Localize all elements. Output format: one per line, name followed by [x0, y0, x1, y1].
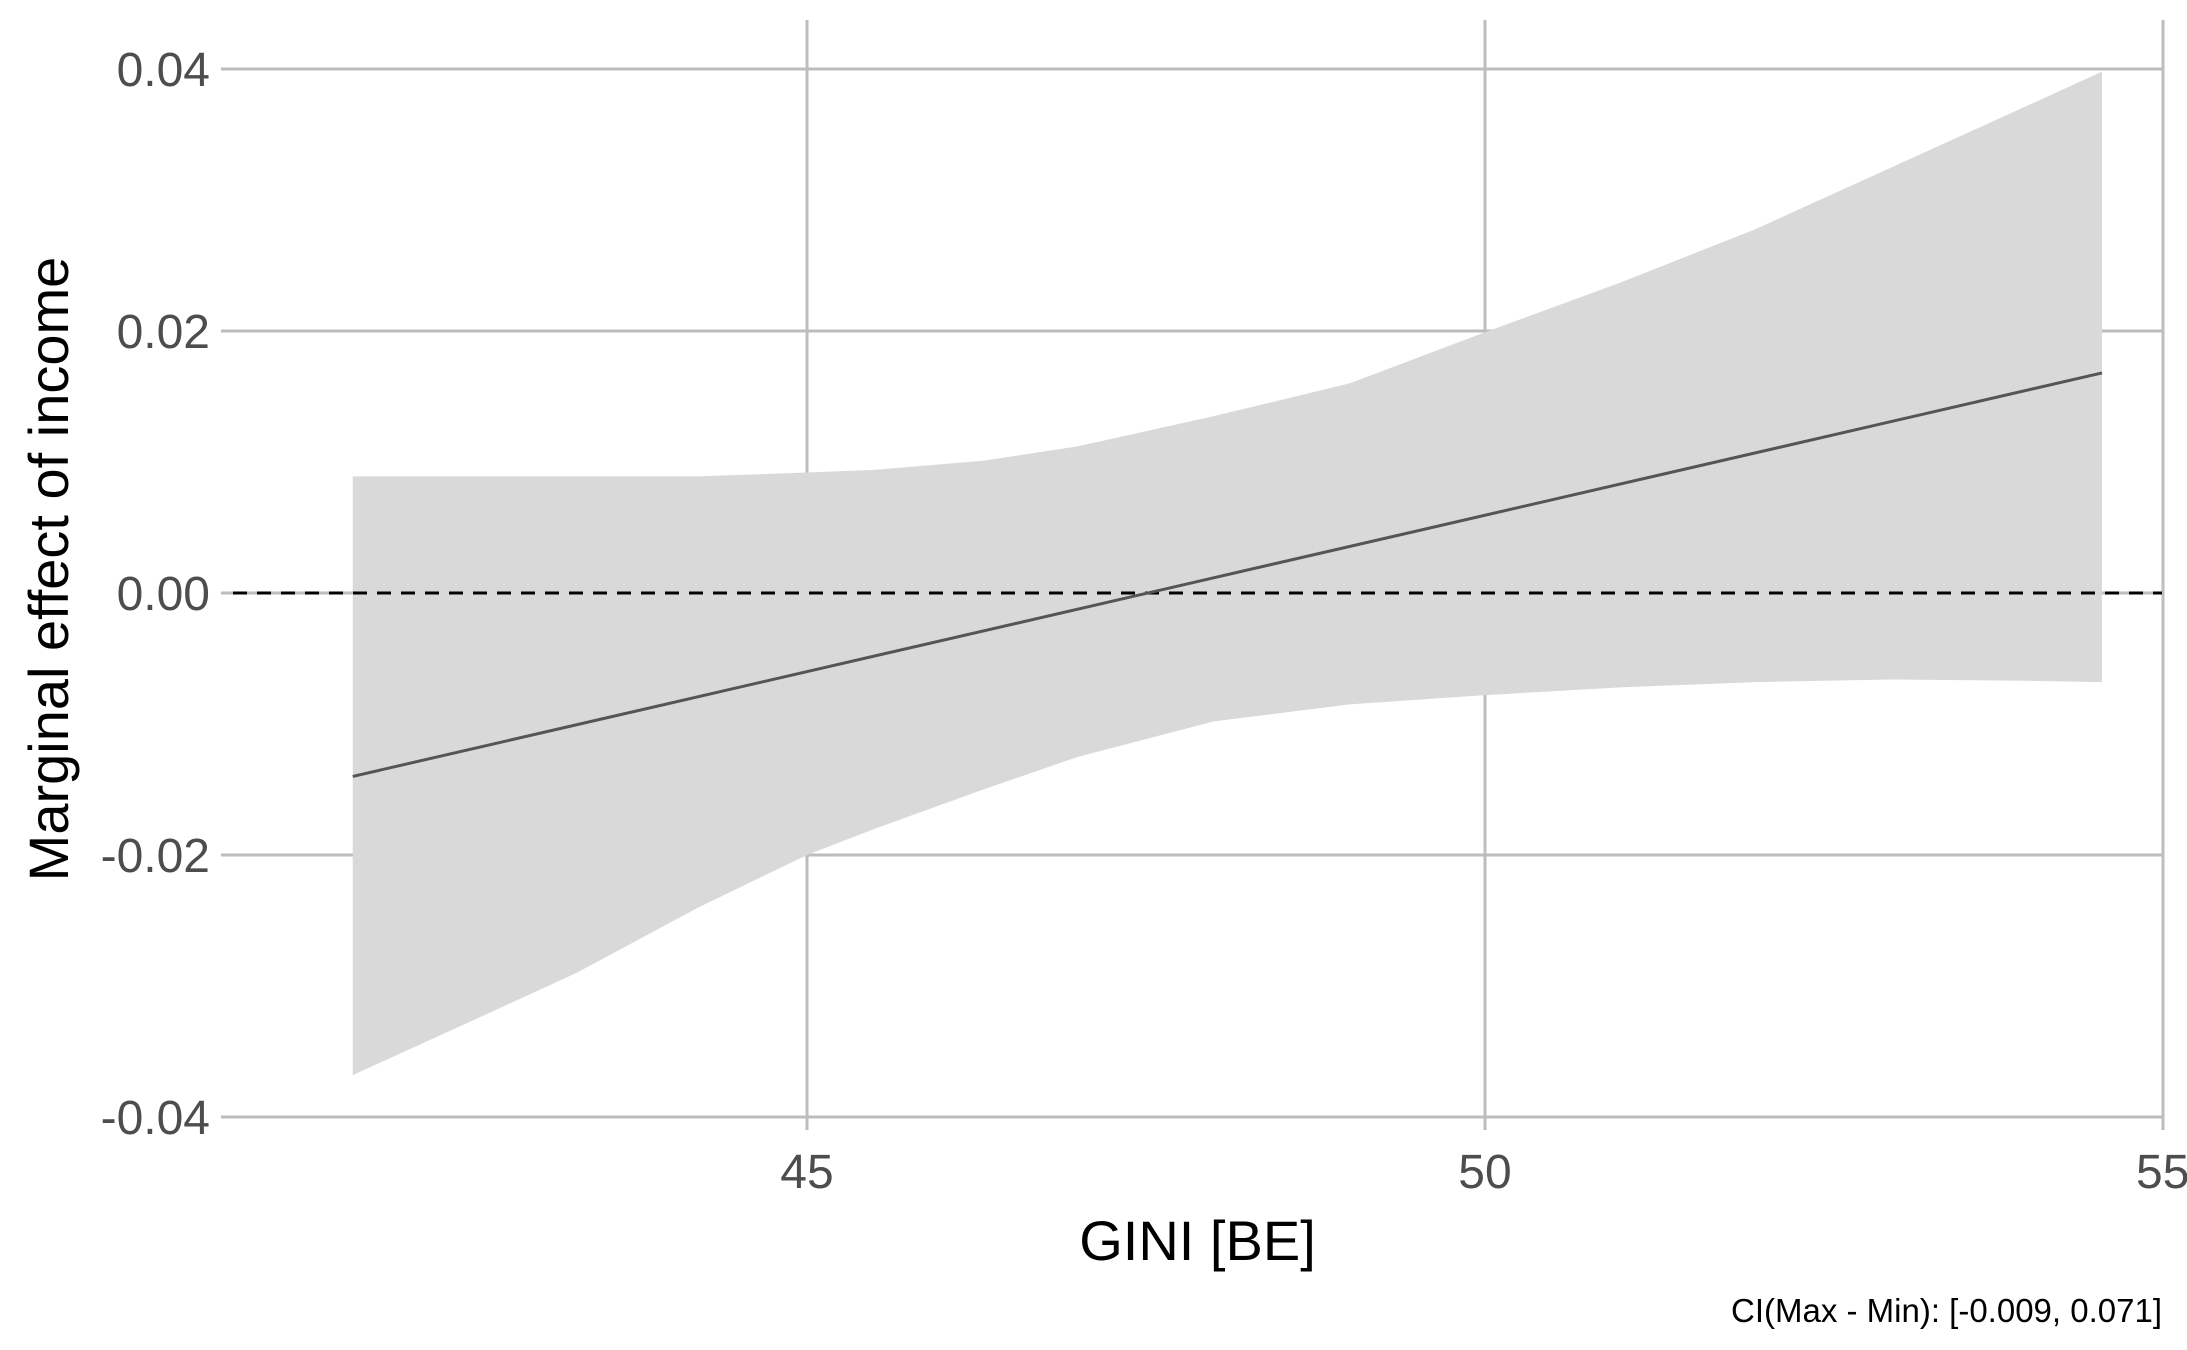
y-tick-label: 0.00	[117, 568, 210, 621]
y-tick-label: -0.02	[101, 830, 210, 883]
x-tick-label: 45	[780, 1146, 833, 1199]
x-tick-label: 50	[1458, 1146, 1511, 1199]
ci-caption: CI(Max - Min): [-0.009, 0.071]	[1731, 1292, 2162, 1329]
marginal-effect-line	[352, 371, 2103, 778]
x-tick-label: 55	[2136, 1146, 2187, 1199]
y-axis-title: Marginal effect of income	[17, 257, 80, 882]
y-tick-label: 0.02	[117, 306, 210, 359]
x-axis-ticks: 45 50 55	[780, 1118, 2187, 1199]
y-axis-ticks: -0.04 -0.02 0.00 0.02 0.04	[101, 44, 233, 1145]
x-axis-title: GINI [BE]	[1079, 1209, 1316, 1272]
y-tick-label: -0.04	[101, 1092, 210, 1145]
y-tick-label: 0.04	[117, 44, 210, 97]
